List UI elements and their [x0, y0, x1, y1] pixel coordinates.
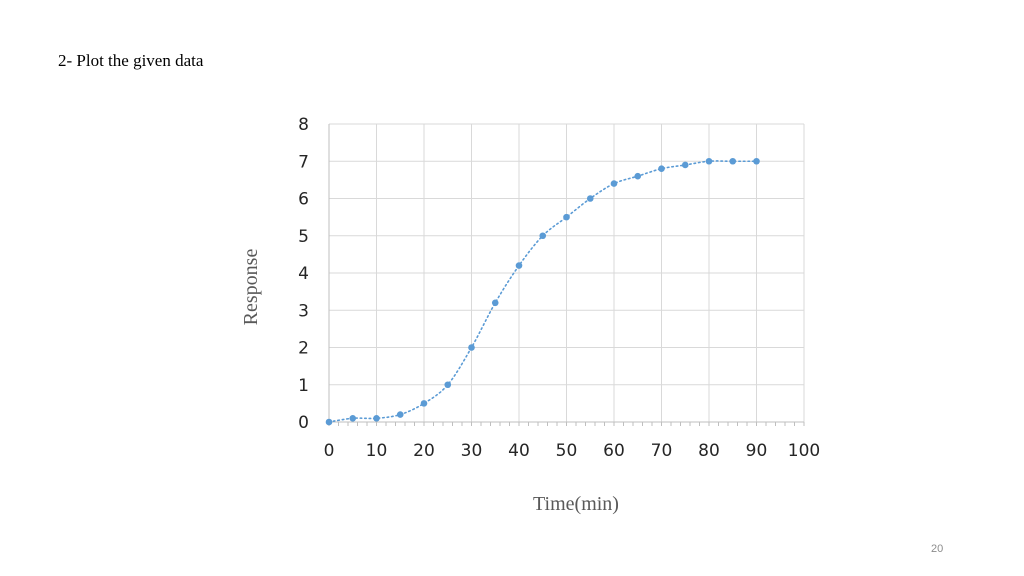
x-tick-label: 80	[698, 441, 720, 461]
data-point	[420, 400, 428, 407]
data-point	[396, 411, 404, 418]
data-point	[349, 414, 357, 422]
data-point	[729, 157, 737, 165]
y-tick-label: 4	[298, 264, 309, 284]
data-point	[491, 299, 499, 307]
x-tick-label: 70	[651, 441, 673, 461]
data-point	[586, 195, 594, 202]
data-point	[681, 161, 689, 169]
y-tick-label: 7	[298, 152, 309, 172]
data-point	[539, 232, 547, 240]
x-tick-label: 30	[461, 441, 483, 461]
x-tick-label: 40	[508, 441, 530, 461]
y-axis-title: Response	[240, 249, 262, 326]
y-tick-label: 5	[298, 227, 309, 247]
y-tick-label: 3	[298, 301, 309, 321]
data-point	[610, 180, 618, 187]
chart-trendline	[328, 160, 758, 423]
x-tick-label: 100	[788, 441, 820, 461]
data-point	[705, 157, 713, 165]
y-tick-label: 8	[298, 115, 309, 135]
trendline	[328, 160, 758, 423]
y-tick-label: 1	[298, 376, 309, 396]
chart-axes	[328, 124, 805, 426]
y-tick-label: 2	[298, 339, 309, 359]
data-point	[658, 165, 665, 172]
x-tick-label: 20	[413, 441, 435, 461]
y-tick-label: 0	[298, 413, 309, 433]
data-point	[444, 381, 452, 389]
chart-tick-labels: 0 10 20 30 40 50 60 70 80 90 100 0 1 2 3 4 5 6 7 8	[298, 115, 820, 461]
data-point	[468, 344, 475, 351]
data-point	[753, 157, 760, 165]
chart-points	[325, 157, 760, 426]
data-point	[373, 414, 380, 422]
page-number: 20	[931, 543, 944, 555]
data-point	[634, 172, 642, 180]
slide-heading: 2- Plot the given data	[58, 51, 204, 70]
x-axis-title: Time(min)	[533, 493, 619, 515]
data-point	[563, 213, 570, 221]
chart-grid	[328, 123, 805, 423]
x-tick-label: 50	[556, 441, 578, 461]
x-tick-label: 10	[366, 441, 388, 461]
data-point	[325, 418, 333, 426]
x-tick-label: 90	[746, 441, 768, 461]
x-tick-label: 0	[324, 441, 335, 461]
y-tick-label: 6	[298, 190, 309, 210]
x-tick-label: 60	[603, 441, 625, 461]
data-point	[515, 262, 523, 269]
